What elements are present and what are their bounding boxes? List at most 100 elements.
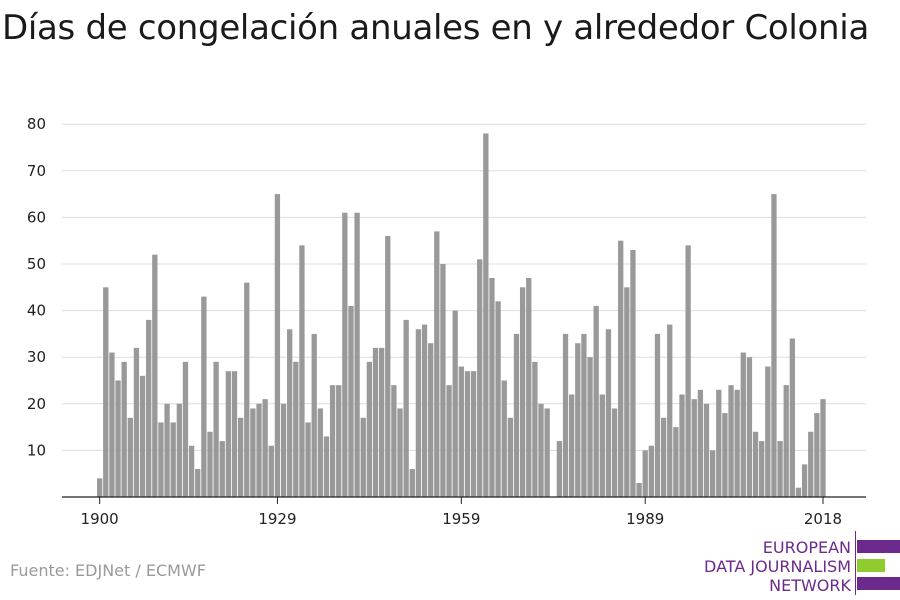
bar-1999 <box>703 403 710 497</box>
bar-1983 <box>605 329 612 497</box>
bar-1973 <box>544 408 550 497</box>
bar-1981 <box>593 305 599 497</box>
bar-2014 <box>795 487 802 497</box>
bar-1994 <box>673 427 679 497</box>
bar-2009 <box>765 366 771 497</box>
bar-1922 <box>231 371 238 497</box>
logo-line-2: DATA JOURNALISM <box>704 557 851 576</box>
bar-1944 <box>366 361 373 497</box>
bar-1925 <box>250 408 256 497</box>
bar-1988 <box>636 483 642 497</box>
y-tick-label: 40 <box>27 302 46 320</box>
bar-1900 <box>97 478 103 497</box>
bar-1907 <box>139 375 146 497</box>
bar-1978 <box>575 343 581 497</box>
logo-bar-purple-top <box>857 540 900 553</box>
bar-1962 <box>477 259 483 497</box>
chart-title: Días de congelación anuales en y alreded… <box>2 8 869 48</box>
bar-1938 <box>329 385 336 497</box>
bar-1959 <box>458 366 464 497</box>
y-tick-label: 60 <box>27 208 46 226</box>
y-tick-label: 70 <box>27 162 46 180</box>
bar-1933 <box>299 245 305 497</box>
bar-1980 <box>587 357 593 497</box>
bar-1953 <box>421 324 428 497</box>
bar-1941 <box>348 305 354 497</box>
bar-1935 <box>311 333 317 497</box>
bar-1927 <box>262 399 268 497</box>
bar-1921 <box>225 371 232 497</box>
bar-1916 <box>195 469 201 497</box>
bar-1998 <box>697 389 704 497</box>
bar-1984 <box>611 408 618 497</box>
bar-1949 <box>397 408 403 497</box>
bar-1928 <box>268 445 274 497</box>
bar-1954 <box>428 343 434 497</box>
x-tick-label: 1989 <box>626 510 664 528</box>
bar-1932 <box>293 361 299 497</box>
bar-2003 <box>728 385 734 497</box>
bar-1903 <box>115 380 121 497</box>
bar-2010 <box>771 194 777 497</box>
bar-1958 <box>452 310 458 497</box>
bar-2011 <box>777 441 783 497</box>
bar-2016 <box>808 431 814 497</box>
bar-2012 <box>783 385 789 497</box>
bar-1965 <box>495 301 501 497</box>
bar-1956 <box>440 264 446 497</box>
bar-2005 <box>740 352 746 497</box>
bar-1926 <box>256 403 262 497</box>
bar-1968 <box>513 333 520 497</box>
bar-1905 <box>127 417 133 497</box>
bar-2000 <box>710 450 716 497</box>
bar-1908 <box>146 319 152 497</box>
x-tick-label: 1929 <box>258 510 296 528</box>
logo-divider <box>855 531 856 595</box>
bar-1912 <box>170 422 176 497</box>
bar-1993 <box>667 324 673 497</box>
bar-1901 <box>103 287 109 497</box>
bar-1945 <box>372 347 379 497</box>
bar-2001 <box>716 389 722 497</box>
bar-1955 <box>434 231 440 497</box>
bar-1948 <box>391 385 397 497</box>
bar-1942 <box>354 212 360 498</box>
x-tick-label: 1900 <box>81 510 119 528</box>
source-note: Fuente: EDJNet / ECMWF <box>10 561 206 580</box>
y-tick-label: 20 <box>27 395 46 413</box>
bar-1967 <box>507 417 514 497</box>
bar-1909 <box>152 254 158 497</box>
bar-1915 <box>188 445 195 497</box>
bar-1966 <box>501 380 507 497</box>
bar-1992 <box>660 417 667 497</box>
bar-2008 <box>759 441 765 497</box>
y-tick-label: 50 <box>27 255 46 273</box>
bar-1952 <box>415 329 422 497</box>
bar-1985 <box>618 240 624 497</box>
bar-1960 <box>464 371 471 497</box>
logo-bar-purple-bottom <box>857 577 900 590</box>
bar-1923 <box>237 417 244 497</box>
bar-1937 <box>323 436 330 497</box>
bar-1934 <box>305 422 311 497</box>
bar-1987 <box>630 250 636 497</box>
bar-1924 <box>244 282 250 497</box>
bar-1971 <box>532 361 538 497</box>
y-axis: 10 20 30 40 50 60 70 80 <box>27 115 46 459</box>
bar-1918 <box>207 431 213 497</box>
bar-1910 <box>158 422 164 497</box>
bar-2006 <box>746 357 753 497</box>
bar-1940 <box>342 212 348 498</box>
bar-1931 <box>287 329 293 497</box>
bar-1970 <box>526 277 532 497</box>
x-axis: 1900 1929 1959 1989 2018 <box>62 496 866 528</box>
bar-1936 <box>317 408 323 497</box>
x-tick-label: 1959 <box>442 510 480 528</box>
x-tick-label: 2018 <box>804 510 842 528</box>
bar-1902 <box>109 352 115 497</box>
bar-2018 <box>820 399 826 497</box>
bar-1979 <box>581 333 587 497</box>
bar-1929 <box>274 194 281 497</box>
bar-1904 <box>121 361 127 497</box>
bar-1943 <box>360 417 366 497</box>
